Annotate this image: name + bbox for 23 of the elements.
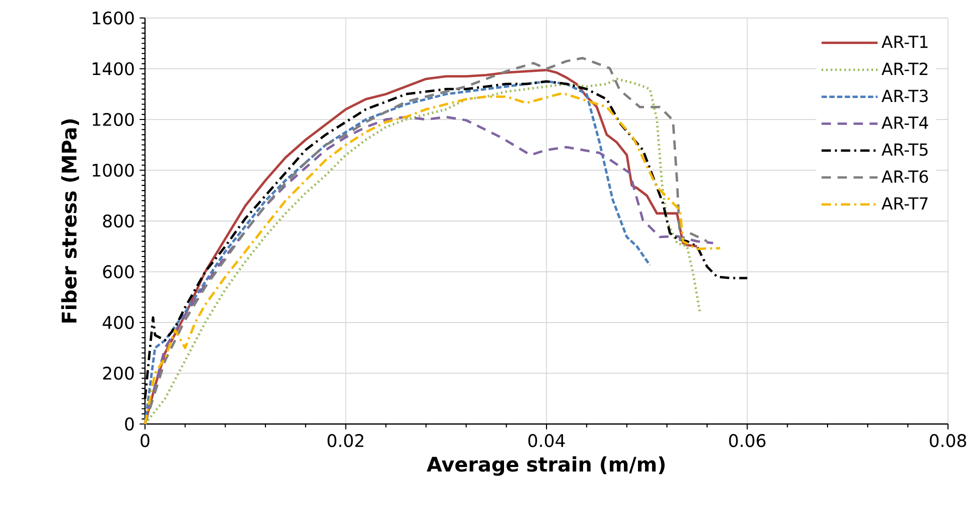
legend-label: AR-T7	[882, 197, 928, 210]
y-tick-label: 200	[103, 366, 134, 380]
y-tick-label: 600	[103, 265, 134, 278]
y-tick-label: 1400	[92, 62, 134, 76]
x-tick-label: 0.02	[328, 434, 364, 448]
y-tick-label: 0	[125, 417, 134, 431]
legend-label: AR-T4	[882, 116, 928, 129]
legend-label: AR-T2	[882, 62, 928, 75]
x-tick-label: 0.06	[729, 434, 766, 448]
y-tick-label: 1000	[92, 164, 134, 177]
x-tick-label: 0.04	[528, 434, 565, 448]
y-tick-label: 1600	[92, 11, 134, 25]
y-tick-label: 1200	[92, 112, 134, 126]
y-tick-label: 800	[103, 214, 134, 228]
y-tick-label: 400	[102, 316, 134, 330]
y-axis-title: Fiber stress (MPa)	[61, 119, 80, 322]
x-axis-title: Average strain (m/m)	[426, 456, 665, 476]
legend-label: AR-T6	[882, 170, 928, 183]
x-tick-label: 0	[140, 434, 150, 448]
legend-label: AR-T5	[882, 143, 928, 156]
legend-label: AR-T3	[882, 90, 928, 102]
x-tick-label: 0.08	[930, 434, 966, 448]
legend-label: AR-T1	[882, 36, 928, 48]
